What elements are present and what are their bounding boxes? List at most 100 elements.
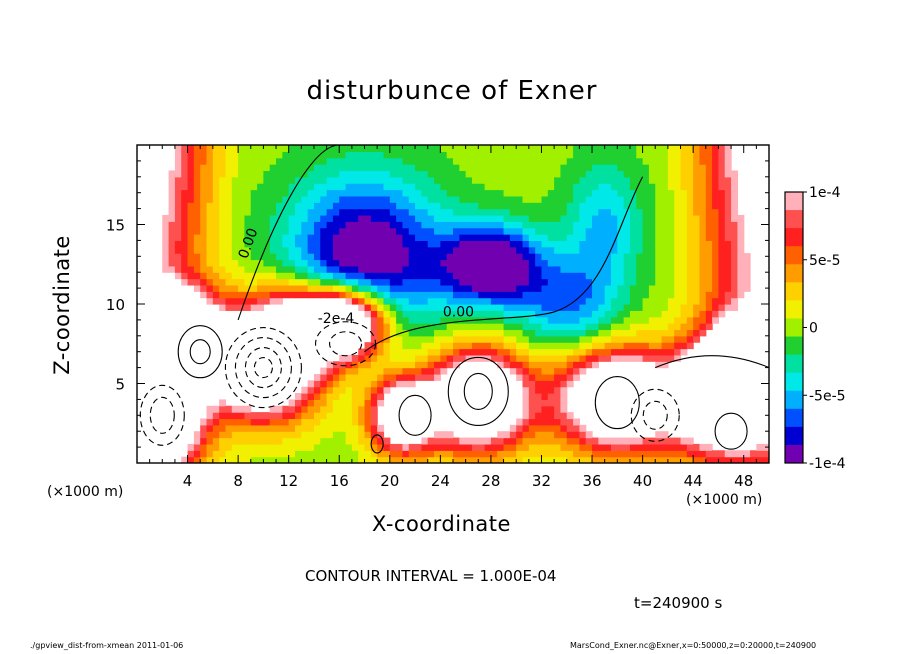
heatmap-cell xyxy=(554,380,562,388)
heatmap-cell xyxy=(737,253,745,261)
heatmap-cell xyxy=(585,221,593,229)
heatmap-cell xyxy=(731,170,738,178)
heatmap-cell xyxy=(389,214,397,222)
heatmap-cell xyxy=(611,342,618,350)
heatmap-cell xyxy=(402,284,410,292)
heatmap-cell xyxy=(604,183,612,191)
heatmap-cell xyxy=(200,253,208,261)
heatmap-cell xyxy=(674,297,682,305)
heatmap-cell xyxy=(427,145,435,152)
heatmap-cell xyxy=(383,316,391,324)
colorbar-tick-label: -1e-4 xyxy=(809,456,846,472)
heatmap-cell xyxy=(301,145,309,152)
heatmap-cell xyxy=(712,202,720,210)
heatmap-cell xyxy=(434,304,441,311)
heatmap-cell xyxy=(181,278,189,286)
heatmap-cell xyxy=(377,240,385,248)
heatmap-cell xyxy=(282,253,290,261)
heatmap-cell xyxy=(642,335,650,343)
heatmap-cell xyxy=(301,189,309,197)
heatmap-cell xyxy=(263,176,271,184)
heatmap-cell xyxy=(541,164,549,172)
heatmap-cell xyxy=(667,323,675,331)
heatmap-cell xyxy=(655,234,663,241)
heatmap-cell xyxy=(301,208,309,216)
heatmap-cell xyxy=(332,284,340,292)
heatmap-cell xyxy=(636,304,644,311)
heatmap-cell xyxy=(389,183,397,191)
heatmap-cell xyxy=(250,145,258,152)
heatmap-cell xyxy=(699,214,707,222)
heatmap-cell xyxy=(320,145,328,152)
heatmap-cell xyxy=(465,221,473,229)
heatmap-cell xyxy=(181,227,189,235)
heatmap-cell xyxy=(718,240,726,248)
heatmap-cell xyxy=(667,297,675,305)
heatmap-cell xyxy=(225,208,233,216)
heatmap-cell xyxy=(642,342,650,350)
heatmap-cell xyxy=(509,316,517,324)
heatmap-cell xyxy=(440,221,448,229)
heatmap-cell xyxy=(427,456,435,463)
heatmap-cell xyxy=(655,456,663,463)
heatmap-cell xyxy=(225,234,233,241)
heatmap-cell xyxy=(718,278,726,286)
heatmap-cell xyxy=(238,412,246,420)
heatmap-cell xyxy=(611,450,618,458)
heatmap-cell xyxy=(250,418,258,426)
heatmap-cell xyxy=(712,259,720,267)
heatmap-cell xyxy=(522,176,530,184)
heatmap-cell xyxy=(364,399,372,407)
contour-negative xyxy=(139,384,185,446)
heatmap-cell xyxy=(528,272,536,280)
heatmap-cell xyxy=(522,456,530,463)
heatmap-cell xyxy=(383,145,391,152)
heatmap-cell xyxy=(326,265,334,273)
heatmap-cell xyxy=(623,164,631,172)
heatmap-cell xyxy=(219,151,227,159)
heatmap-cell xyxy=(389,272,397,280)
heatmap-cell xyxy=(345,176,353,184)
heatmap-cell xyxy=(427,164,435,172)
heatmap-cell xyxy=(718,272,726,280)
heatmap-cell xyxy=(547,304,555,311)
heatmap-cell xyxy=(250,259,258,267)
heatmap-cell xyxy=(307,437,315,445)
heatmap-cell xyxy=(446,304,454,311)
heatmap-cell xyxy=(724,176,732,184)
heatmap-cell xyxy=(351,291,359,299)
heatmap-cell xyxy=(636,164,644,172)
heatmap-cell xyxy=(623,456,631,463)
heatmap-cell xyxy=(288,265,296,273)
heatmap-cell xyxy=(497,221,505,229)
heatmap-cell xyxy=(219,424,227,432)
heatmap-cell xyxy=(604,202,612,210)
heatmap-cell xyxy=(592,221,599,229)
heatmap-cell xyxy=(731,253,738,261)
heatmap-cell xyxy=(497,450,505,458)
heatmap-cell xyxy=(181,195,189,203)
heatmap-cell xyxy=(680,234,688,241)
heatmap-cell xyxy=(516,157,524,165)
heatmap-cell xyxy=(288,157,296,165)
heatmap-cell xyxy=(655,443,663,451)
heatmap-cell xyxy=(219,456,227,463)
heatmap-cell xyxy=(611,189,618,197)
heatmap-cell xyxy=(326,386,334,394)
heatmap-cell xyxy=(554,323,562,331)
heatmap-cell xyxy=(396,310,404,318)
heatmap-cell xyxy=(585,443,593,451)
heatmap-cell xyxy=(408,342,416,350)
heatmap-cell xyxy=(174,253,182,261)
contour-negative xyxy=(642,400,668,430)
heatmap-cell xyxy=(282,183,290,191)
heatmap-cell xyxy=(187,183,195,191)
heatmap-cell xyxy=(231,214,239,222)
heatmap-cell xyxy=(680,323,688,331)
heatmap-cell xyxy=(225,202,233,210)
heatmap-cell xyxy=(712,176,720,184)
heatmap-cell xyxy=(408,348,416,356)
heatmap-cell xyxy=(263,450,271,458)
heatmap-cell xyxy=(269,424,277,432)
heatmap-cell xyxy=(554,456,562,463)
